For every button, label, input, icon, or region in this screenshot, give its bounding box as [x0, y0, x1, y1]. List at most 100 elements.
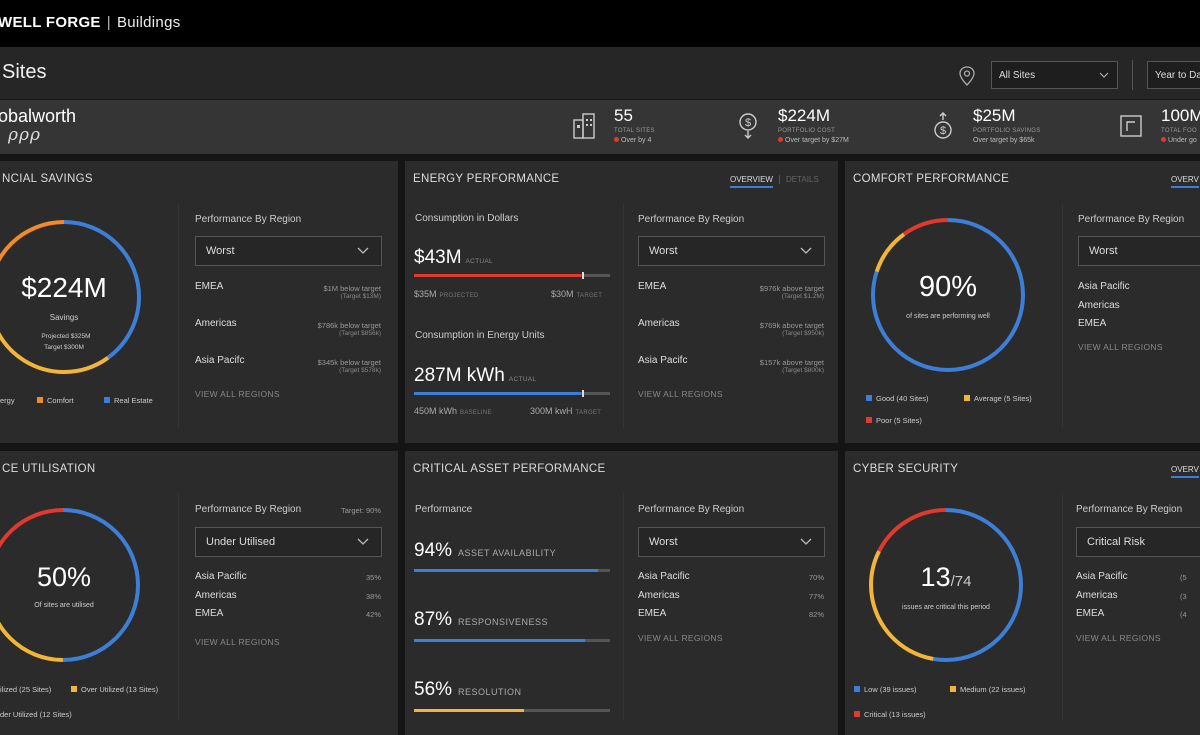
period-filter-value: Year to Date: [1155, 70, 1200, 81]
tab-details[interactable]: DETAILS: [778, 175, 819, 184]
region-name[interactable]: Americas: [1076, 590, 1118, 601]
asset-availability-bar: [414, 569, 610, 572]
energy-performance-panel: ENERGY PERFORMANCE OVERVIEW DETAILS Consu…: [405, 161, 838, 443]
region-name[interactable]: Asia Pacific: [1078, 281, 1130, 292]
region-target: Target: 90%: [340, 506, 381, 515]
view-all-regions-link[interactable]: VIEW ALL REGIONS: [195, 637, 280, 647]
region-sort-dropdown[interactable]: Critical Risk: [1076, 527, 1200, 557]
kpi-value: $224M: [778, 106, 830, 125]
region-target: (Target $13M): [340, 293, 381, 300]
region-name[interactable]: EMEA: [195, 281, 224, 292]
utilisation-caption: Of sites are utilised: [34, 602, 94, 609]
region-sort-dropdown[interactable]: Worst: [638, 527, 825, 557]
region-name[interactable]: Asia Pacific: [195, 571, 247, 582]
org-logo-mark: ρρρ: [8, 125, 41, 145]
kpi-total-sites[interactable]: 55 TOTAL SITES Over by 4: [572, 106, 712, 150]
target-value: 300M kwH TARGET: [530, 406, 602, 416]
region-value: 38%: [365, 592, 381, 601]
kpi-portfolio-savings[interactable]: $ $25M PORTFOLIO SAVINGS Over target by …: [931, 106, 1091, 150]
baseline-value: 450M kWh BASELINE: [414, 406, 492, 416]
region-value: 82%: [808, 610, 824, 619]
comfort-donut-chart[interactable]: [870, 217, 1026, 373]
panel-title: ENERGY PERFORMANCE: [413, 173, 560, 185]
consumption-dollars-heading: Consumption in Dollars: [415, 213, 519, 224]
region-name[interactable]: EMEA: [638, 281, 667, 292]
donut-segment-medium: [869, 508, 1023, 662]
kpi-label: TOTAL FOO: [1161, 128, 1197, 134]
dropdown-value: Worst: [1089, 245, 1118, 257]
savings-donut-chart[interactable]: [0, 217, 144, 377]
tab-overview[interactable]: OVERV: [1171, 465, 1199, 478]
panel-title: COMFORT PERFORMANCE: [853, 173, 1010, 185]
donut-segment-under-utilized: [0, 508, 140, 662]
region-target: (Target $1.2M): [781, 293, 824, 300]
brand-logo[interactable]: WELL FORGE | Buildings: [0, 14, 181, 31]
target-label: Target $300M: [44, 344, 84, 351]
top-bar: WELL FORGE | Buildings: [0, 0, 1200, 47]
region-name[interactable]: Americas: [638, 318, 680, 329]
chevron-down-icon: [357, 247, 369, 254]
region-sort-dropdown[interactable]: Worst: [1078, 236, 1200, 266]
dropdown-value: Worst: [649, 536, 678, 548]
tab-overview[interactable]: OVERV: [1171, 175, 1199, 188]
panel-title: CRITICAL ASSET PERFORMANCE: [413, 463, 606, 475]
donut-segment-critical: [869, 508, 1023, 662]
region-name[interactable]: Americas: [1078, 300, 1120, 311]
region-name[interactable]: Asia Pacifc: [195, 355, 245, 366]
period-filter-select[interactable]: Year to Date: [1147, 61, 1200, 89]
legend-over-utilized: Over Utilized (13 Sites): [71, 685, 158, 694]
legend-low: Low (39 issues): [854, 685, 917, 694]
resolution-value: 56% RESOLUTION: [414, 679, 522, 700]
view-all-regions-link[interactable]: VIEW ALL REGIONS: [195, 389, 280, 399]
responsiveness-value: 87% RESPONSIVENESS: [414, 609, 549, 630]
region-value: $157k above target: [759, 358, 824, 367]
view-all-regions-link[interactable]: VIEW ALL REGIONS: [638, 633, 723, 643]
kpi-value: $25M: [973, 106, 1016, 125]
divider: [178, 203, 179, 429]
cyber-donut-chart[interactable]: [868, 507, 1024, 663]
site-filter-select[interactable]: All Sites: [991, 61, 1118, 89]
status-dot: [614, 137, 619, 142]
region-sort-dropdown[interactable]: Worst: [195, 236, 382, 266]
location-pin-icon[interactable]: [958, 66, 976, 86]
region-name[interactable]: EMEA: [1078, 318, 1107, 329]
region-heading: Performance By Region: [638, 214, 745, 225]
dropdown-value: Under Utilised: [206, 536, 276, 548]
view-all-regions-link[interactable]: VIEW ALL REGIONS: [1076, 633, 1161, 643]
comfort-caption: of sites are performing well: [906, 313, 990, 320]
divider: [178, 493, 179, 721]
kpi-total-footprint[interactable]: 100M TOTAL FOO Under go: [1119, 106, 1200, 150]
region-heading: Performance By Region: [1076, 504, 1183, 515]
bar-fill: [414, 569, 599, 572]
region-value: 77%: [808, 592, 824, 601]
region-name[interactable]: Americas: [638, 590, 680, 601]
region-sort-dropdown[interactable]: Worst: [638, 236, 825, 266]
utilisation-value: 50%: [36, 562, 92, 592]
bar-fill: [414, 274, 581, 277]
region-name[interactable]: EMEA: [195, 608, 224, 619]
view-all-regions-link[interactable]: VIEW ALL REGIONS: [638, 389, 723, 399]
tab-overview[interactable]: OVERVIEW: [730, 175, 773, 188]
region-name[interactable]: EMEA: [638, 608, 667, 619]
region-name[interactable]: Asia Pacifc: [638, 355, 688, 366]
region-value: $345k below target: [317, 358, 381, 367]
utilisation-donut-chart[interactable]: [0, 507, 141, 663]
legend-comfort: Comfort: [37, 396, 74, 405]
consumption-units-value: 287M kWh ACTUAL: [414, 365, 537, 386]
panel-title: NCIAL SAVINGS: [2, 173, 93, 185]
region-target: (Target $800k): [782, 367, 824, 374]
region-target: (Target $578k): [339, 367, 381, 374]
region-sort-dropdown[interactable]: Under Utilised: [195, 527, 382, 557]
product-name: Buildings: [116, 14, 181, 31]
panel-tabs: OVERVIEW DETAILS: [730, 175, 819, 188]
donut-segment-poor: [871, 218, 1025, 372]
view-all-regions-link[interactable]: VIEW ALL REGIONS: [1078, 342, 1163, 352]
region-name[interactable]: Asia Pacific: [1076, 571, 1128, 582]
region-name[interactable]: EMEA: [1076, 608, 1105, 619]
region-name[interactable]: Americas: [195, 590, 237, 601]
region-name[interactable]: Asia Pacific: [638, 571, 690, 582]
kpi-portfolio-cost[interactable]: $ $224M PORTFOLIO COST Over target by $2…: [736, 106, 896, 150]
status-dot: [1161, 137, 1166, 142]
kpi-note: Over target by $27M: [778, 137, 849, 144]
region-name[interactable]: Americas: [195, 318, 237, 329]
